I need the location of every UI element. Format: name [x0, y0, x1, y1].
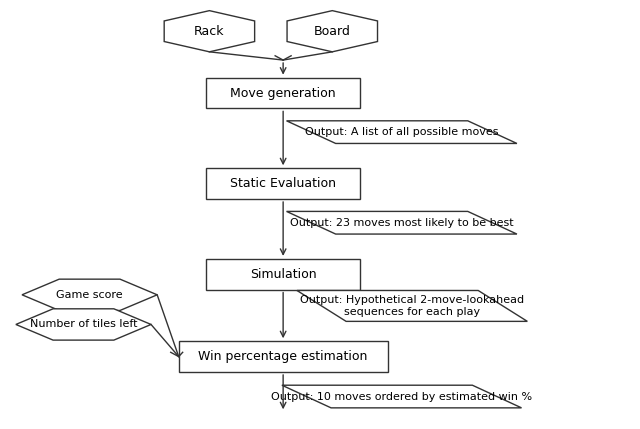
Polygon shape — [287, 11, 378, 52]
Polygon shape — [297, 290, 527, 321]
Text: Game score: Game score — [56, 290, 123, 300]
FancyBboxPatch shape — [206, 78, 360, 109]
Text: Move generation: Move generation — [230, 87, 336, 100]
Polygon shape — [282, 385, 522, 408]
Text: Board: Board — [314, 25, 351, 38]
FancyBboxPatch shape — [206, 168, 360, 199]
Text: Output: A list of all possible moves: Output: A list of all possible moves — [305, 127, 499, 137]
Polygon shape — [22, 279, 157, 311]
FancyBboxPatch shape — [179, 341, 388, 372]
Text: Static Evaluation: Static Evaluation — [230, 177, 336, 190]
Text: Number of tiles left: Number of tiles left — [29, 320, 137, 329]
Polygon shape — [287, 211, 517, 234]
Text: Output: Hypothetical 2-move-lookahead
sequences for each play: Output: Hypothetical 2-move-lookahead se… — [300, 295, 524, 317]
Text: Simulation: Simulation — [250, 268, 316, 281]
Text: Output: 23 moves most likely to be best: Output: 23 moves most likely to be best — [290, 218, 513, 228]
Polygon shape — [16, 309, 151, 340]
FancyBboxPatch shape — [206, 259, 360, 290]
Text: Output: 10 moves ordered by estimated win %: Output: 10 moves ordered by estimated wi… — [271, 392, 532, 402]
Polygon shape — [287, 121, 517, 143]
Text: Win percentage estimation: Win percentage estimation — [198, 350, 368, 363]
Text: Rack: Rack — [194, 25, 225, 38]
Polygon shape — [164, 11, 255, 52]
